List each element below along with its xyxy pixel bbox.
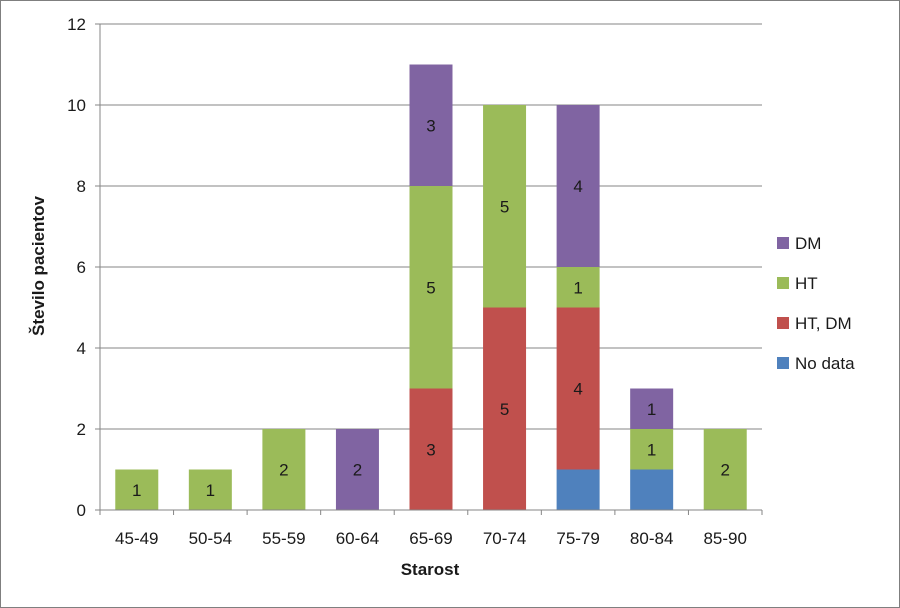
data-label: 2 <box>353 461 362 480</box>
legend-label: HT, DM <box>795 314 852 333</box>
y-tick-label: 8 <box>77 177 86 196</box>
data-label: 2 <box>720 461 729 480</box>
data-label: 2 <box>279 461 288 480</box>
bar-segment <box>409 186 453 389</box>
x-tick-label: 50-54 <box>189 529 232 548</box>
y-tick-label: 2 <box>77 420 86 439</box>
data-label: 5 <box>500 400 509 419</box>
bar-segment <box>630 388 674 429</box>
data-label: 5 <box>500 197 509 216</box>
bar-segment <box>115 469 159 510</box>
legend-label: HT <box>795 274 818 293</box>
data-labels: 1 1 2 2 3 5 3 5 5 4 1 4 1 1 2 <box>132 116 730 500</box>
x-tick-label: 55-59 <box>262 529 305 548</box>
data-label: 4 <box>573 380 582 399</box>
data-label: 1 <box>573 278 582 297</box>
x-tick-label: 75-79 <box>556 529 599 548</box>
bar-segment <box>556 267 600 308</box>
legend-swatch <box>777 317 789 329</box>
bar-segment <box>630 469 674 510</box>
y-tick-label: 12 <box>67 15 86 34</box>
bar-segment <box>188 469 232 510</box>
x-tick-label: 65-69 <box>409 529 452 548</box>
bar-segment <box>483 105 527 308</box>
legend-label: DM <box>795 234 821 253</box>
bar-segment <box>556 105 600 267</box>
y-tick-label: 10 <box>67 96 86 115</box>
x-tick-label: 85-90 <box>703 529 746 548</box>
bar-segment <box>335 429 379 510</box>
bar-segment <box>703 429 747 510</box>
legend: DM HT HT, DM No data <box>777 234 855 373</box>
y-tick-label: 4 <box>77 339 86 358</box>
bar-segment <box>556 469 600 510</box>
x-axis-ticks: 45-49 50-54 55-59 60-64 65-69 70-74 75-79 80-84… <box>99 510 763 548</box>
bar-segment <box>483 307 527 510</box>
bar-segment <box>262 429 306 510</box>
bar-segment <box>409 64 453 186</box>
data-label: 4 <box>573 177 582 196</box>
data-label: 3 <box>426 116 435 135</box>
bar-segment <box>409 388 453 510</box>
y-axis-ticks: 0 2 4 6 8 10 12 <box>67 15 100 520</box>
bar-segment <box>556 307 600 470</box>
data-label: 1 <box>206 481 215 500</box>
data-label: 5 <box>426 278 435 297</box>
data-label: 3 <box>426 440 435 459</box>
y-tick-label: 6 <box>77 258 86 277</box>
legend-swatch <box>777 277 789 289</box>
legend-swatch <box>777 237 789 249</box>
x-tick-label: 60-64 <box>336 529 379 548</box>
data-label: 1 <box>132 481 141 500</box>
x-tick-label: 80-84 <box>630 529 673 548</box>
bars <box>115 64 747 510</box>
legend-swatch <box>777 357 789 369</box>
data-label: 1 <box>647 440 656 459</box>
x-tick-label: 45-49 <box>115 529 158 548</box>
bar-segment <box>630 429 674 470</box>
data-label: 1 <box>647 400 656 419</box>
legend-label: No data <box>795 354 855 373</box>
y-axis-title: Število pacientov <box>29 196 48 336</box>
x-axis-title: Starost <box>401 560 460 579</box>
x-tick-label: 70-74 <box>483 529 526 548</box>
y-tick-label: 0 <box>77 501 86 520</box>
